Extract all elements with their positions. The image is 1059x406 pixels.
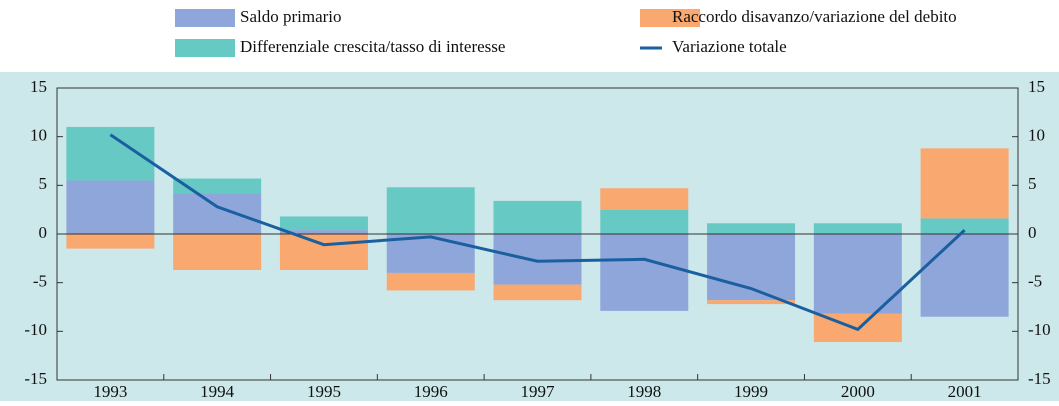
y2-tick-label: -5 [1028, 272, 1042, 291]
y-tick-label: 15 [30, 77, 47, 96]
legend-label: Saldo primario [240, 7, 342, 26]
line [109, 133, 966, 332]
x-tick-label: 2001 [948, 382, 982, 401]
bar [493, 284, 582, 301]
bar [66, 180, 155, 234]
bar [66, 234, 155, 249]
y-tick-label: -10 [24, 320, 47, 339]
bar [386, 187, 475, 234]
bar [279, 234, 368, 271]
bar [600, 209, 689, 234]
x-tick-label: 1998 [627, 382, 661, 401]
bar [173, 178, 262, 194]
legend-swatch [175, 9, 235, 27]
legend-label: Differenziale crescita/tasso di interess… [240, 37, 505, 56]
bar [173, 193, 262, 234]
x-tick-label: 1996 [414, 382, 448, 401]
bar [279, 216, 368, 231]
bar [707, 223, 796, 234]
y2-tick-label: -10 [1028, 320, 1051, 339]
y-tick-label: -5 [33, 272, 47, 291]
bar [813, 223, 902, 234]
bar [493, 200, 582, 234]
bar [920, 148, 1009, 219]
legend-label: Raccordo disavanzo/variazione del debito [672, 7, 957, 26]
x-tick-label: 1993 [93, 382, 127, 401]
bar [279, 230, 368, 234]
bar [600, 188, 689, 210]
bar [707, 300, 796, 305]
bar [600, 234, 689, 311]
x-tick-label: 1999 [734, 382, 768, 401]
y2-tick-label: -15 [1028, 369, 1051, 388]
x-tick-label: 2000 [841, 382, 875, 401]
legend-swatch [640, 9, 700, 27]
y2-tick-label: 0 [1028, 223, 1037, 242]
legend-label: Variazione totale [672, 37, 787, 56]
y2-tick-label: 5 [1028, 174, 1037, 193]
y2-tick-label: 10 [1028, 126, 1045, 145]
bar [173, 234, 262, 271]
legend-swatch [175, 39, 235, 57]
bar [920, 218, 1009, 234]
y-tick-label: 0 [39, 223, 48, 242]
bar [386, 272, 475, 291]
y-tick-label: -15 [24, 369, 47, 388]
x-tick-label: 1994 [200, 382, 235, 401]
y-tick-label: 5 [39, 174, 48, 193]
x-tick-label: 1997 [521, 382, 556, 401]
y2-tick-label: 15 [1028, 77, 1045, 96]
x-tick-label: 1995 [307, 382, 341, 401]
bar [707, 234, 796, 301]
bar [920, 234, 1009, 317]
y-tick-label: 10 [30, 126, 47, 145]
